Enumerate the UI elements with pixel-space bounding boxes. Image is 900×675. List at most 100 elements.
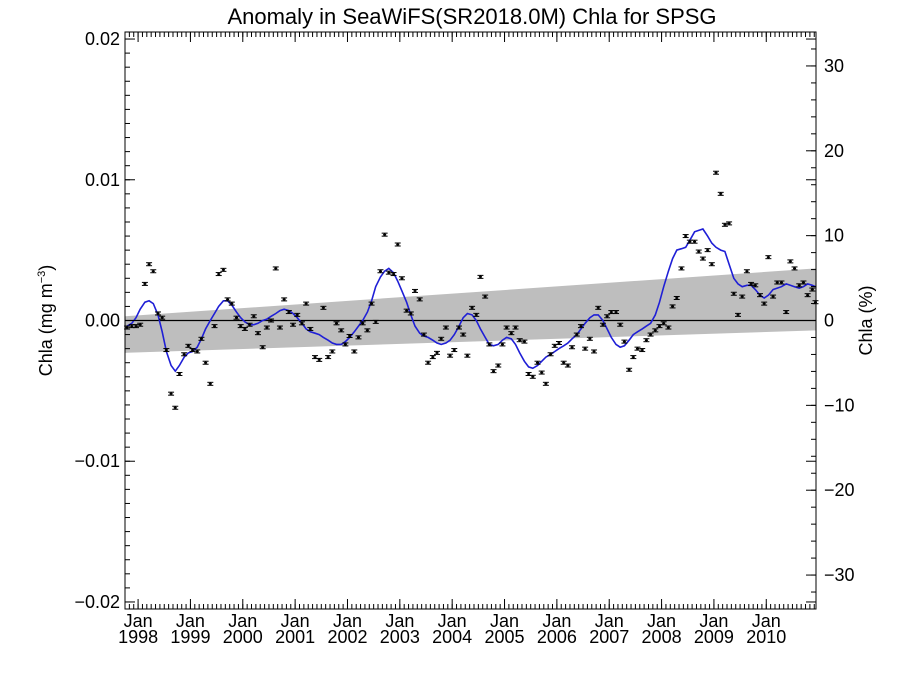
data-point [385,270,392,275]
data-point [730,291,737,296]
point-marker [164,349,168,351]
data-point [604,314,611,319]
x-tick-label-month: Jan [647,611,676,631]
y2-tick-label: 20 [824,141,844,161]
point-marker [679,267,683,270]
point-marker [383,233,387,236]
point-marker [321,307,325,309]
data-point [338,328,345,333]
data-point [582,346,589,351]
point-marker [575,333,579,336]
point-marker [701,257,705,260]
y-tick-label: 0.02 [85,29,120,49]
x-tick-label-year: 2000 [223,627,263,647]
data-point [691,239,698,244]
data-point [420,332,427,337]
data-point [290,322,297,327]
point-marker [195,350,199,353]
data-point [555,341,562,346]
point-marker [186,345,190,347]
smoothed-series-line [126,228,816,373]
data-point [259,345,266,350]
data-point [652,328,659,333]
point-marker [265,326,269,329]
data-point [469,305,476,310]
point-marker [570,346,574,349]
point-marker [505,326,509,329]
point-marker [409,312,413,315]
data-point [573,332,580,337]
data-point [154,311,161,316]
x-tick-label-year: 2007 [589,627,629,647]
point-marker [317,359,321,361]
point-marker [387,271,391,274]
y-axis-label-left-superscript: −3 [36,271,48,284]
data-point [516,338,523,343]
point-marker [500,343,504,346]
data-point [307,326,314,331]
data-point [211,324,218,329]
point-marker [727,222,731,225]
data-point [621,339,628,344]
data-point [787,259,794,264]
y2-tick-label: −30 [824,565,855,585]
point-marker [221,269,225,271]
data-point [756,293,763,298]
x-tick-label-month: Jan [438,611,467,631]
point-marker [465,354,469,357]
data-point [765,255,772,260]
point-marker [300,322,304,325]
data-point [735,312,742,317]
data-point [412,288,419,293]
point-marker [426,361,430,364]
data-point [172,405,179,410]
point-marker [261,346,265,349]
point-marker [649,333,653,336]
x-tick-label-month: Jan [124,611,153,631]
data-point [713,170,720,175]
x-tick-label-month: Jan [699,611,728,631]
point-marker [601,323,605,326]
point-marker [666,326,670,329]
data-point [804,293,811,298]
point-marker [588,337,592,340]
x-tick-label-month: Jan [176,611,205,631]
data-point [695,249,702,254]
point-marker [522,340,526,343]
data-point [137,322,144,327]
point-marker [248,323,252,326]
point-marker [213,325,217,327]
point-marker [753,284,757,287]
point-marker [339,329,343,332]
point-marker [199,337,203,340]
y-axis-label-left: Chla (mg m−3) [36,265,56,377]
point-marker [684,235,688,237]
point-marker [405,309,409,312]
point-marker [487,343,491,346]
point-marker [609,311,613,313]
point-marker [788,260,792,263]
data-point [599,322,606,327]
point-marker [134,325,138,327]
y2-tick-label: −10 [824,395,855,415]
data-point [783,310,790,315]
point-marker [326,356,330,358]
point-marker [474,314,478,316]
point-marker [478,276,482,278]
point-marker [374,321,378,323]
point-marker [156,312,160,315]
point-marker [239,325,243,327]
y-tick-label: −0.02 [74,592,120,612]
data-point [447,353,454,358]
data-point [717,191,724,196]
data-point [743,269,750,274]
data-point [316,357,323,362]
y-tick-label: 0.00 [85,311,120,331]
data-point [263,325,270,330]
data-point [346,333,353,338]
data-point [394,242,401,247]
point-marker [461,333,465,336]
data-point [141,281,148,286]
data-point [150,269,157,274]
